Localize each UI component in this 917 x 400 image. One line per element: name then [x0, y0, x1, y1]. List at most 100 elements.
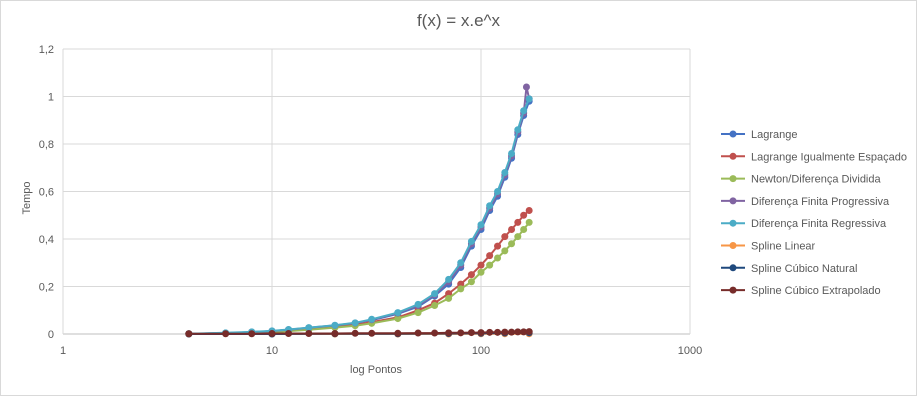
- y-tick-label: 0,2: [39, 282, 54, 294]
- data-point: [351, 319, 359, 327]
- legend-marker: [729, 152, 737, 160]
- data-point: [520, 226, 528, 233]
- data-point: [494, 328, 502, 336]
- data-point: [494, 188, 502, 195]
- y-tick-label: 1: [48, 92, 54, 104]
- series-line: [188, 86, 531, 335]
- data-point: [445, 294, 453, 302]
- legend-label: Spline Linear: [751, 241, 816, 253]
- data-point: [331, 330, 339, 338]
- data-point: [525, 328, 533, 336]
- data-point: [514, 126, 522, 134]
- data-point: [305, 330, 313, 338]
- data-point: [431, 302, 439, 309]
- data-point: [305, 324, 313, 332]
- data-point: [477, 329, 485, 337]
- data-point: [185, 330, 193, 338]
- data-point: [477, 221, 485, 229]
- data-point: [368, 315, 376, 323]
- data-point: [508, 150, 516, 157]
- x-axis-title: log Pontos: [350, 364, 402, 376]
- y-tick-label: 0: [48, 329, 54, 341]
- series-7: [185, 328, 533, 338]
- data-point: [501, 169, 509, 176]
- data-point: [477, 261, 485, 269]
- x-tick-label: 1000: [678, 345, 702, 357]
- data-point: [394, 329, 402, 337]
- data-point: [394, 315, 402, 323]
- data-point: [525, 95, 533, 103]
- data-point: [494, 242, 502, 250]
- x-tick-label: 1: [60, 345, 66, 357]
- data-point: [514, 233, 522, 241]
- data-point: [285, 330, 293, 338]
- data-point: [414, 329, 422, 337]
- chart-title: f(x) = x.e^x: [416, 11, 501, 30]
- y-axis-title: Tempo: [21, 181, 33, 214]
- data-point: [368, 329, 376, 337]
- data-point: [501, 233, 509, 241]
- legend-marker: [729, 286, 737, 294]
- data-point: [467, 271, 475, 279]
- data-point: [520, 107, 528, 115]
- data-point: [501, 247, 509, 255]
- data-point: [525, 207, 533, 214]
- data-point: [494, 254, 502, 262]
- data-point: [414, 300, 422, 308]
- legend-label: Spline Cúbico Natural: [751, 263, 857, 275]
- legend-label: Diferença Finita Regressiva: [751, 218, 887, 230]
- y-tick-label: 0,6: [39, 187, 54, 199]
- data-point: [520, 211, 528, 219]
- data-point: [431, 290, 439, 298]
- data-point: [268, 330, 276, 338]
- legend-label: Lagrange: [751, 129, 798, 141]
- legend-label: Newton/Diferença Dividida: [751, 174, 881, 186]
- legend-marker: [729, 197, 737, 205]
- data-point: [501, 328, 509, 336]
- legend: Lagrange Lagrange Igualmente Espaçado Newt…: [721, 129, 907, 297]
- data-point: [248, 330, 256, 338]
- x-tick-label: 10: [266, 345, 278, 357]
- legend-marker: [729, 264, 737, 272]
- legend-label: Lagrange Igualmente Espaçado: [751, 151, 907, 163]
- data-point: [508, 226, 516, 233]
- data-point: [525, 218, 533, 226]
- data-point: [457, 329, 465, 337]
- data-point: [486, 202, 494, 210]
- data-point: [486, 261, 494, 269]
- data-point: [477, 268, 485, 276]
- legend-marker: [729, 175, 737, 183]
- data-point: [522, 83, 530, 91]
- data-point: [351, 329, 359, 337]
- data-point: [414, 309, 422, 317]
- data-point: [467, 329, 475, 337]
- data-point: [457, 259, 465, 267]
- series-line: [188, 100, 531, 335]
- y-tick-label: 0,8: [39, 139, 54, 151]
- legend-marker: [729, 242, 737, 249]
- data-point: [394, 309, 402, 317]
- data-point: [486, 252, 494, 260]
- legend-marker: [729, 219, 737, 227]
- data-point: [520, 328, 528, 336]
- data-point: [467, 237, 475, 245]
- data-point: [514, 218, 522, 226]
- grid-layer: [62, 48, 691, 335]
- data-point: [486, 328, 494, 336]
- data-point: [457, 285, 465, 293]
- series-layer: [185, 83, 533, 338]
- x-tick-label: 100: [472, 345, 490, 357]
- legend-label: Diferença Finita Progressiva: [751, 196, 890, 208]
- data-point: [431, 329, 439, 337]
- series-line: [188, 98, 531, 335]
- data-point: [467, 278, 475, 286]
- data-point: [508, 240, 516, 248]
- data-point: [331, 321, 339, 329]
- legend-label: Spline Cúbico Extrapolado: [751, 285, 881, 297]
- axis-layer: 0 0,2 0,4 0,6 0,8 1 1,2 1 10 100 1000: [39, 44, 703, 357]
- data-point: [508, 328, 516, 336]
- y-tick-label: 1,2: [39, 44, 54, 56]
- legend-marker: [729, 130, 737, 138]
